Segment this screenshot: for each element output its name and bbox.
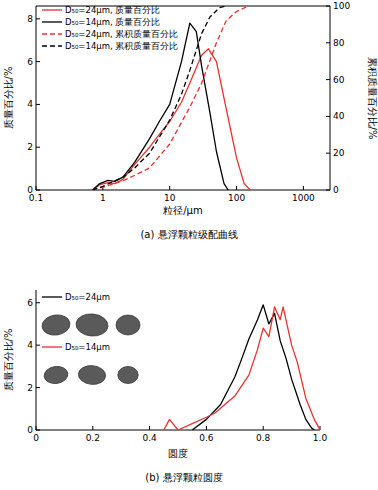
y-tick bbox=[36, 18, 40, 19]
y2-tick bbox=[326, 153, 330, 154]
plot-area bbox=[164, 305, 320, 430]
figure: 0.1110100100002468020406080100粒径/μm质量百分比… bbox=[0, 0, 378, 490]
y-tick-label: 0 bbox=[27, 425, 33, 435]
legend-swatch bbox=[42, 9, 62, 10]
legend: D₅₀=24μm, 质量百分比 D₅₀=14μm, 质量百分比 D₅₀=24μm, … bbox=[42, 5, 178, 51]
x-tick-label: 0.4 bbox=[142, 433, 157, 443]
particle-image bbox=[78, 365, 107, 386]
y-tick bbox=[36, 387, 40, 388]
y-tick-label: 4 bbox=[27, 99, 33, 109]
x-axis bbox=[36, 190, 330, 191]
chart-panel: 0 0.2 0.4 0.6 0.8 1.0 0 2 4 6 圆度 质量百分比/% (b) 悬浮颗粒圆度 D… bbox=[3, 290, 327, 483]
legend-swatch bbox=[42, 346, 62, 347]
y-axis bbox=[36, 6, 37, 190]
particle-image bbox=[41, 313, 72, 337]
y2-tick-label: 60 bbox=[333, 75, 345, 85]
x-tick-label: 0.6 bbox=[199, 433, 214, 443]
x-tick bbox=[169, 186, 170, 190]
y-tick bbox=[36, 190, 40, 191]
particle-image bbox=[75, 313, 109, 338]
x-tick bbox=[206, 426, 207, 430]
y-tick bbox=[36, 430, 40, 431]
particle-image bbox=[43, 365, 69, 385]
x-tick-label: 10 bbox=[164, 193, 176, 203]
y2-tick-label: 40 bbox=[333, 111, 345, 121]
y-tick-label: 4 bbox=[27, 340, 33, 350]
particle-image bbox=[116, 315, 140, 335]
x-tick bbox=[36, 186, 37, 190]
legend-label: D₅₀=24μm bbox=[65, 292, 110, 302]
y-tick-label: 2 bbox=[27, 383, 33, 393]
y2-axis bbox=[330, 6, 331, 190]
x-axis-label: 圆度 bbox=[168, 448, 188, 459]
particle-image bbox=[118, 367, 138, 384]
x-tick bbox=[263, 426, 264, 430]
legend-swatch bbox=[42, 33, 62, 34]
x-tick bbox=[149, 426, 150, 430]
series-line bbox=[164, 307, 320, 430]
x-tick-label: 0 bbox=[33, 433, 39, 443]
legend-label: D₅₀=24μm, 累积质量百分比 bbox=[65, 29, 178, 39]
x-tick-label: 0.8 bbox=[256, 433, 271, 443]
y2-tick bbox=[326, 42, 330, 43]
x-tick-label: 0.2 bbox=[86, 433, 100, 443]
legend: D₅₀=24μm D₅₀=14μm bbox=[41, 292, 140, 385]
series-line bbox=[92, 49, 250, 190]
y-axis-label: 质量百分比/% bbox=[3, 67, 14, 130]
y2-tick-label: 0 bbox=[333, 185, 339, 195]
y-tick bbox=[36, 104, 40, 105]
y2-tick bbox=[326, 116, 330, 117]
legend-label: D₅₀=14μm, 累积质量百分比 bbox=[65, 41, 178, 51]
y-axis-label: 质量百分比/% bbox=[3, 329, 14, 392]
x-tick-label: 1.0 bbox=[313, 433, 328, 443]
x-tick-label: 1000 bbox=[292, 193, 315, 203]
y-tick-label: 2 bbox=[27, 142, 33, 152]
caption: (a) 悬浮颗粒级配曲线 bbox=[140, 229, 237, 240]
y-tick bbox=[36, 302, 40, 303]
x-tick bbox=[36, 426, 37, 430]
x-axis-label: 粒径/μm bbox=[163, 205, 202, 216]
y2-tick bbox=[326, 6, 330, 7]
legend-swatch bbox=[42, 296, 62, 297]
y-tick bbox=[36, 345, 40, 346]
y2-tick bbox=[326, 190, 330, 191]
x-tick bbox=[303, 186, 304, 190]
y-tick-label: 0 bbox=[27, 185, 33, 195]
series-line bbox=[192, 305, 314, 430]
y-axis bbox=[36, 290, 37, 430]
legend-label: D₅₀=14μm, 质量百分比 bbox=[65, 17, 160, 27]
legend-label: D₅₀=14μm bbox=[65, 342, 110, 352]
y-tick-label: 6 bbox=[27, 298, 33, 308]
y-tick bbox=[36, 61, 40, 62]
x-tick bbox=[92, 426, 93, 430]
x-tick-label: 1 bbox=[100, 193, 106, 203]
legend-label: D₅₀=24μm, 质量百分比 bbox=[65, 5, 160, 15]
chart-panel: 0.1110100100002468020406080100粒径/μm质量百分比… bbox=[3, 1, 378, 240]
y-tick bbox=[36, 147, 40, 148]
y2-tick-label: 80 bbox=[333, 38, 345, 48]
x-tick-label: 100 bbox=[228, 193, 245, 203]
y-tick-label: 8 bbox=[27, 14, 33, 24]
y2-axis-label: 累积质量百分比/% bbox=[367, 57, 378, 140]
y2-tick-label: 100 bbox=[333, 1, 350, 11]
y2-tick-label: 20 bbox=[333, 148, 345, 158]
x-tick bbox=[236, 186, 237, 190]
legend-swatch bbox=[42, 21, 62, 22]
legend-swatch bbox=[42, 45, 62, 46]
caption: (b) 悬浮颗粒圆度 bbox=[145, 472, 222, 483]
y2-tick bbox=[326, 79, 330, 80]
y-tick-label: 6 bbox=[27, 57, 33, 67]
